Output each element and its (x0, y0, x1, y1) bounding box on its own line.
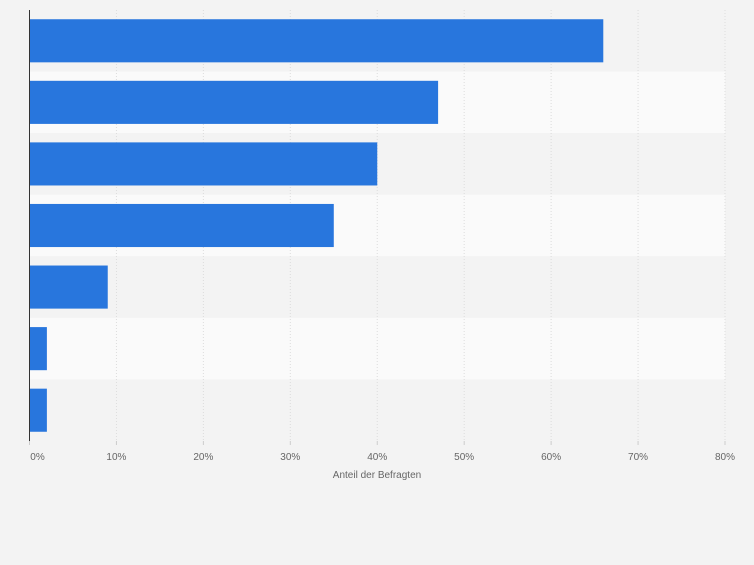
bar[interactable] (29, 80, 439, 124)
x-tick-label: 60% (541, 452, 561, 463)
x-tick-label: 40% (367, 452, 387, 463)
x-tick-label: 80% (715, 452, 735, 463)
x-tick-label: 10% (106, 452, 126, 463)
x-tick-label: 20% (193, 452, 213, 463)
bar[interactable] (29, 142, 378, 186)
x-axis-title: Anteil der Befragten (333, 470, 421, 481)
x-tick-label: 0% (30, 452, 45, 463)
bar[interactable] (29, 388, 47, 432)
x-axis-ticks: 0% 10% 20% 30% 40% 50% 60% 70% 80% (29, 441, 735, 463)
bars (29, 19, 604, 432)
bar[interactable] (29, 265, 108, 309)
x-tick-label: 70% (628, 452, 648, 463)
bar[interactable] (29, 327, 47, 371)
x-tick-label: 30% (280, 452, 300, 463)
bar[interactable] (29, 203, 334, 248)
x-tick-label: 50% (454, 452, 474, 463)
bar[interactable] (29, 19, 604, 63)
